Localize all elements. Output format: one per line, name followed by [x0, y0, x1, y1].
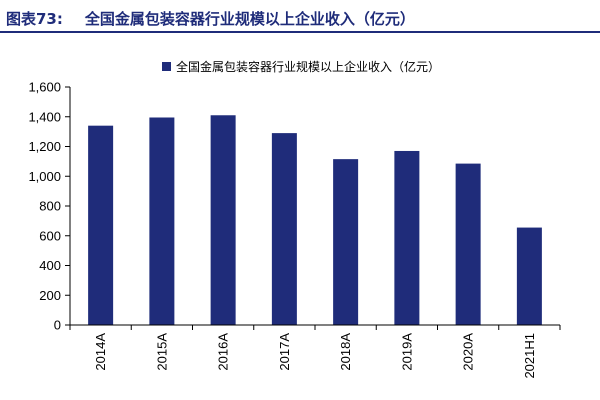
y-tick-label: 600 [39, 228, 61, 243]
figure-header: 图表73: 全国金属包装容器行业规模以上企业收入（亿元） [0, 0, 600, 33]
y-tick-label: 0 [54, 318, 61, 333]
chart-legend: 全国金属包装容器行业规模以上企业收入（亿元） [162, 59, 440, 74]
x-tick-label: 2015A [154, 333, 169, 371]
bar-2020A [455, 163, 481, 325]
bar-2021H1 [516, 227, 542, 325]
y-tick-label: 1,600 [28, 80, 61, 95]
x-tick-label: 2019A [399, 333, 414, 371]
bar-2019A [394, 150, 420, 325]
figure-title: 图表73: 全国金属包装容器行业规模以上企业收入（亿元） [6, 8, 415, 29]
bar-2018A [333, 159, 359, 325]
y-tick-label: 1,200 [28, 139, 61, 154]
legend-label: 全国金属包装容器行业规模以上企业收入（亿元） [176, 59, 440, 74]
x-axis: 2014A 2015A 2016A 2017A 2018A 2019A 2020A 2021H… [69, 324, 561, 379]
y-tick-label: 800 [39, 199, 61, 214]
bar-2014A [88, 125, 114, 325]
x-tick-label: 2014A [93, 333, 108, 371]
y-tick-label: 1,400 [28, 109, 61, 124]
y-tick-label: 200 [39, 288, 61, 303]
y-tick-label: 1,000 [28, 169, 61, 184]
figure-label: 图表73: [6, 10, 63, 28]
legend-swatch [162, 62, 171, 71]
x-tick-label: 2021H1 [522, 333, 537, 379]
y-axis: 0 200 400 600 800 1,000 1,200 1,400 1,600 [28, 80, 71, 333]
figure-title-text: 全国金属包装容器行业规模以上企业收入（亿元） [84, 10, 415, 28]
y-tick-label: 400 [39, 258, 61, 273]
x-tick-label: 2018A [338, 333, 353, 371]
x-tick-label: 2016A [216, 333, 231, 371]
bar-2016A [210, 115, 236, 325]
bar-2017A [271, 133, 297, 325]
x-tick-label: 2020A [461, 333, 476, 371]
x-tick-label: 2017A [277, 333, 292, 371]
bar-2015A [149, 117, 175, 326]
bars [88, 115, 542, 326]
